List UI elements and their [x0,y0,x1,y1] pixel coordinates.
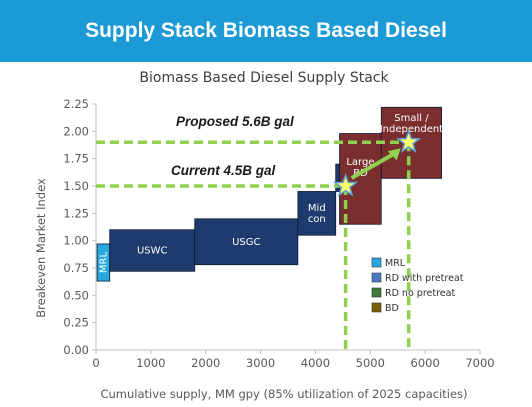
y-tick-label: 0.50 [63,288,89,302]
y-tick-label: 1.00 [63,234,89,248]
supply-block [297,191,337,236]
title-banner: Supply Stack Biomass Based Diesel [0,0,532,62]
x-tick-label: 0 [92,356,99,370]
star-marker [332,172,359,197]
supply-block [109,229,196,272]
block-label-line: Large [346,157,374,168]
legend-swatch [371,287,382,298]
block-label: MRL [98,252,109,274]
legend-label: RD with pretreat [385,273,464,284]
block-label-line: Small / [394,113,429,124]
x-axis-title: Cumulative supply, MM gpy (85% utilizati… [100,387,467,401]
trend-arrow-line [350,150,398,180]
x-tick-label: 7000 [465,356,494,370]
block-label-line: USGC [232,237,260,248]
legend-swatch [371,272,382,283]
y-tick-label: 0.25 [63,316,89,330]
y-tick-label: 1.50 [63,179,89,193]
legend-label: RD no pretreat [385,288,455,299]
legend-swatch [371,302,382,313]
supply-block [194,218,299,266]
x-tick-label: 6000 [411,356,440,370]
annotation-label: Proposed 5.6B gal [176,114,294,129]
trend-arrow-head [387,148,401,161]
y-tick-label: 2.00 [63,124,89,138]
y-tick-label: 0.00 [63,343,89,357]
legend-label: MRL [385,258,406,269]
y-axis-title: Breakeven Market Index [34,178,48,318]
star-marker [396,129,422,153]
chart-title: Biomass Based Diesel Supply Stack [139,70,389,86]
x-tick-label: 1000 [136,356,165,370]
y-tick-label: 0.75 [63,261,89,275]
block-label-line: USWC [137,246,168,257]
x-tick-label: 3000 [246,356,275,370]
supply-stack-chart: Biomass Based Diesel Supply Stack Breake… [34,70,495,401]
annotation-label: Current 4.5B gal [171,163,276,178]
block-label: Small / Independent [380,113,443,135]
block-label: USGC [232,237,260,248]
block-label-line: Mid [308,203,326,214]
legend-swatch [371,257,382,268]
y-tick-label: 1.25 [63,206,89,220]
block-label-line: Independent [380,124,443,135]
y-tick-label: 1.75 [63,152,89,166]
banner-title: Supply Stack Biomass Based Diesel [85,19,447,42]
legend-label: BD [385,303,399,314]
block-label-line: con [308,214,326,225]
x-tick-label: 4000 [301,356,330,370]
x-tick-label: 2000 [191,356,220,370]
x-tick-label: 5000 [356,356,385,370]
block-label: Mid con [308,203,326,225]
y-tick-label: 2.25 [63,97,89,111]
block-label: USWC [137,246,168,257]
